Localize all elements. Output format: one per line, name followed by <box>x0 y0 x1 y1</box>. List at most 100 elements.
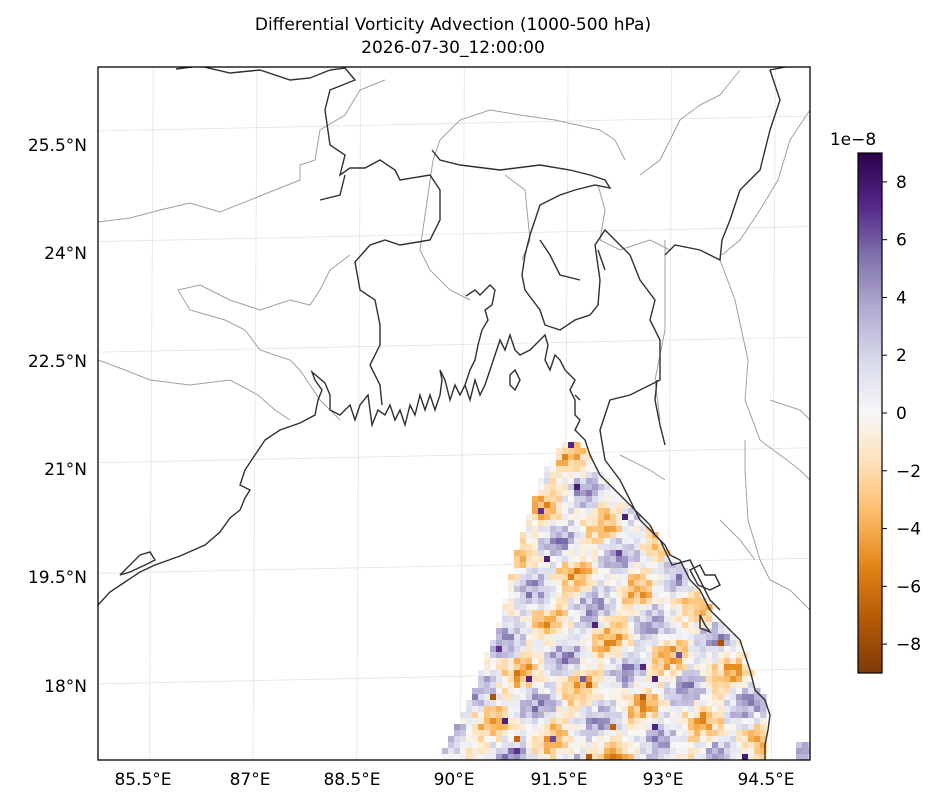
heatmap-cell <box>694 628 701 635</box>
heatmap-cell <box>670 700 677 707</box>
heatmap-cell <box>676 586 683 593</box>
heatmap-cell <box>736 682 743 689</box>
heatmap-cell <box>490 742 497 749</box>
heatmap-cell <box>580 628 587 635</box>
heatmap-cell <box>478 676 485 683</box>
heatmap-cell <box>472 724 479 731</box>
heatmap-cell <box>628 574 635 581</box>
heatmap-cell <box>664 580 671 587</box>
heatmap-cell <box>526 514 533 521</box>
heatmap-cell <box>652 598 659 605</box>
heatmap-cell <box>616 574 623 581</box>
heatmap-cell <box>658 664 665 671</box>
x-tick-label: 87°E <box>230 770 271 790</box>
heatmap-cell <box>532 616 539 623</box>
heatmap-cell <box>736 730 743 737</box>
heatmap-cell <box>610 514 617 521</box>
heatmap-cell <box>604 556 611 563</box>
heatmap-cell <box>604 502 611 509</box>
heatmap-cell <box>496 688 503 695</box>
heatmap-cell <box>598 670 605 677</box>
heatmap-cell <box>742 658 749 665</box>
heatmap-cell <box>646 610 653 617</box>
heatmap-cell <box>604 616 611 623</box>
heatmap-cell <box>568 514 575 521</box>
heatmap-cell <box>568 730 575 737</box>
heatmap-cell <box>670 646 677 653</box>
heatmap-cell <box>574 592 581 599</box>
heatmap-cell <box>616 676 623 683</box>
heatmap-cell <box>586 736 593 743</box>
heatmap-cell <box>466 706 473 713</box>
heatmap-cell <box>652 658 659 665</box>
x-tick-label: 91.5°E <box>530 770 587 790</box>
colorbar-tick-label: 8 <box>896 173 907 193</box>
heatmap-cell <box>628 514 635 521</box>
heatmap-cell <box>640 544 647 551</box>
heatmap-cell <box>634 688 641 695</box>
heatmap-cell <box>556 712 563 719</box>
heatmap-cell <box>604 724 611 731</box>
heatmap-cell <box>526 592 533 599</box>
colorbar-tick-label: −4 <box>896 520 921 540</box>
heatmap-cell <box>580 664 587 671</box>
heatmap-cell <box>532 640 539 647</box>
heatmap-cell <box>568 616 575 623</box>
chart-title: Differential Vorticity Advection (1000-5… <box>255 15 651 35</box>
heatmap-cell <box>640 688 647 695</box>
heatmap-cell <box>598 742 605 749</box>
heatmap-cell <box>460 736 467 743</box>
heatmap-cell <box>568 742 575 749</box>
heatmap-cell <box>706 724 713 731</box>
heatmap-cell <box>736 694 743 701</box>
heatmap-cell <box>562 754 569 760</box>
heatmap-cell <box>694 718 701 725</box>
heatmap-cell <box>622 724 629 731</box>
heatmap-cell <box>676 706 683 713</box>
heatmap-cell <box>562 700 569 707</box>
heatmap-cell <box>544 694 551 701</box>
heatmap-cell <box>754 748 761 755</box>
heatmap-cell <box>526 538 533 545</box>
heatmap-cell <box>646 592 653 599</box>
heatmap-cell <box>562 610 569 617</box>
heatmap-cell <box>658 694 665 701</box>
heatmap-cell <box>646 646 653 653</box>
heatmap-cell <box>472 742 479 749</box>
heatmap-cell <box>538 706 545 713</box>
heatmap-cell <box>724 736 731 743</box>
heatmap-cell <box>706 706 713 713</box>
heatmap-cell <box>634 640 641 647</box>
heatmap-cell <box>670 688 677 695</box>
heatmap-cell <box>580 748 587 755</box>
heatmap-cell <box>658 706 665 713</box>
heatmap-cell <box>622 598 629 605</box>
heatmap-cell <box>724 754 731 760</box>
heatmap-cell <box>538 754 545 760</box>
heatmap-cell <box>568 490 575 497</box>
heatmap-cell <box>634 544 641 551</box>
heatmap-cell <box>580 544 587 551</box>
heatmap-cell <box>622 550 629 557</box>
heatmap-cell <box>664 670 671 677</box>
heatmap-cell <box>718 724 725 731</box>
y-axis-ticks: 25.5°N 24°N 22.5°N 21°N 19.5°N 18°N <box>28 136 87 697</box>
heatmap-cell <box>622 568 629 575</box>
heatmap-cell <box>610 586 617 593</box>
heatmap-cell <box>478 706 485 713</box>
heatmap-cell <box>562 460 569 467</box>
heatmap-cell <box>742 706 749 713</box>
heatmap-cell <box>628 616 635 623</box>
heatmap-cell <box>514 676 521 683</box>
heatmap-cell <box>604 610 611 617</box>
heatmap-cell <box>478 724 485 731</box>
heatmap-cell <box>646 556 653 563</box>
heatmap-cell <box>544 604 551 611</box>
heatmap-cell <box>610 502 617 509</box>
heatmap-cell <box>550 610 557 617</box>
heatmap-cell <box>514 724 521 731</box>
heatmap-cell <box>538 520 545 527</box>
heatmap-cell <box>502 748 509 755</box>
heatmap-cell <box>712 688 719 695</box>
heatmap-cell <box>748 706 755 713</box>
